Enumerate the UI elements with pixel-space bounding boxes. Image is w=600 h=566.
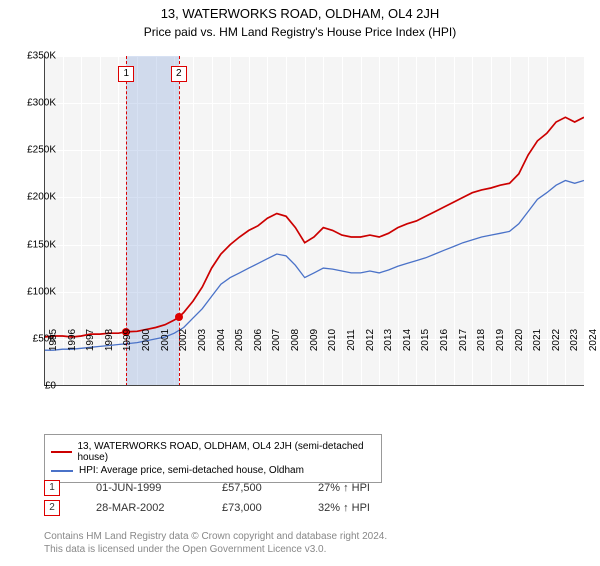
sale-row-box: 2 [44, 500, 60, 516]
sales-table: 1 01-JUN-1999 £57,500 27% ↑ HPI 2 28-MAR-2002… [44, 476, 398, 520]
x-axis-label: 2010 [327, 329, 338, 351]
legend-swatch [51, 470, 73, 472]
x-axis-label: 1999 [122, 329, 133, 351]
x-axis-label: 2018 [476, 329, 487, 351]
x-axis-label: 2015 [420, 329, 431, 351]
sale-row: 2 28-MAR-2002 £73,000 32% ↑ HPI [44, 500, 398, 516]
x-axis-label: 2017 [458, 329, 469, 351]
sale-delta: 27% ↑ HPI [318, 482, 398, 494]
legend-label: 13, WATERWORKS ROAD, OLDHAM, OL4 2JH (se… [78, 441, 376, 463]
legend-label: HPI: Average price, semi-detached house,… [79, 465, 304, 476]
x-axis-label: 2012 [365, 329, 376, 351]
x-axis-label: 2004 [216, 329, 227, 351]
x-axis-label: 2023 [569, 329, 580, 351]
x-axis-label: 1997 [85, 329, 96, 351]
x-axis-label: 2011 [346, 329, 357, 351]
chart-title-main: 13, WATERWORKS ROAD, OLDHAM, OL4 2JH [0, 6, 600, 21]
sale-date: 28-MAR-2002 [96, 502, 186, 514]
x-axis-label: 2014 [402, 329, 413, 351]
sale-price: £57,500 [222, 482, 282, 494]
x-axis-label: 2006 [253, 329, 264, 351]
x-axis-label: 2009 [309, 329, 320, 351]
x-axis-label: 2024 [588, 329, 599, 351]
x-axis-label: 2016 [439, 329, 450, 351]
legend-swatch [51, 451, 72, 453]
x-axis-label: 1995 [48, 329, 59, 351]
legend-item: HPI: Average price, semi-detached house,… [51, 465, 375, 476]
y-axis-label: £0 [16, 381, 56, 392]
x-axis-label: 2008 [290, 329, 301, 351]
y-gridline [44, 386, 584, 387]
x-axis-label: 2007 [271, 329, 282, 351]
attribution-line1: Contains HM Land Registry data © Crown c… [44, 530, 387, 543]
attribution-line2: This data is licensed under the Open Gov… [44, 543, 387, 556]
x-axis-label: 2001 [160, 329, 171, 351]
sale-row: 1 01-JUN-1999 £57,500 27% ↑ HPI [44, 480, 398, 496]
sale-price: £73,000 [222, 502, 282, 514]
x-axis-label: 2020 [514, 329, 525, 351]
sale-row-box: 1 [44, 480, 60, 496]
attribution: Contains HM Land Registry data © Crown c… [44, 530, 387, 556]
sale-delta: 32% ↑ HPI [318, 502, 398, 514]
x-gridline [584, 56, 585, 386]
y-axis-label: £200K [16, 192, 56, 203]
x-axis-label: 2000 [141, 329, 152, 351]
y-axis-label: £300K [16, 98, 56, 109]
y-axis-label: £100K [16, 286, 56, 297]
y-axis-label: £150K [16, 239, 56, 250]
x-axis-label: 2021 [532, 329, 543, 351]
y-axis-label: £250K [16, 145, 56, 156]
chart-title-sub: Price paid vs. HM Land Registry's House … [0, 25, 600, 39]
sale-date: 01-JUN-1999 [96, 482, 186, 494]
x-axis-label: 1998 [104, 329, 115, 351]
x-axis-label: 2013 [383, 329, 394, 351]
x-axis-label: 2019 [495, 329, 506, 351]
x-axis-label: 2003 [197, 329, 208, 351]
x-axis-label: 2022 [551, 329, 562, 351]
legend-item: 13, WATERWORKS ROAD, OLDHAM, OL4 2JH (se… [51, 441, 375, 463]
x-axis-label: 1996 [67, 329, 78, 351]
y-axis-label: £350K [16, 51, 56, 62]
x-axis-label: 2005 [234, 329, 245, 351]
x-axis-label: 2002 [178, 329, 189, 351]
